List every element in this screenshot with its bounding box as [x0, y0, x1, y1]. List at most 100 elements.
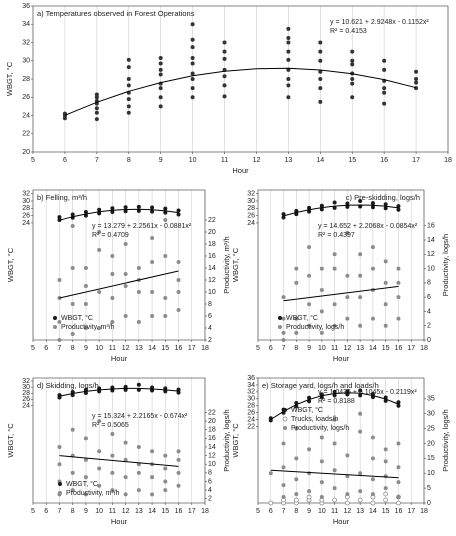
point [57, 462, 62, 467]
point [370, 435, 375, 440]
legend-label: WBGT, °C [286, 314, 318, 322]
panel-title: a) Temperatures observed in Forest Opera… [37, 9, 195, 18]
point [163, 254, 168, 258]
point [163, 210, 168, 215]
x-tick-label: 9 [307, 345, 311, 352]
point [332, 266, 337, 271]
y-tick-label: 30 [247, 396, 255, 403]
point [70, 427, 75, 432]
x-tick-label: 7 [58, 345, 62, 352]
x-tick-label: 6 [44, 345, 48, 352]
point [293, 497, 299, 503]
legend-label: WBGT, °C [66, 480, 98, 488]
point [319, 495, 324, 500]
point [382, 58, 387, 63]
x-tick-label: 14 [369, 345, 377, 352]
point [382, 67, 387, 72]
x-tick-label: 14 [148, 345, 156, 352]
x-tick-label: 15 [348, 157, 356, 164]
point [70, 470, 75, 475]
y-tick-label: 24 [22, 112, 30, 119]
point [126, 83, 131, 88]
point [83, 266, 88, 270]
y2-tick-label: 12 [208, 277, 216, 284]
point [158, 86, 163, 91]
point [318, 40, 323, 45]
x-tick-label: 13 [284, 157, 292, 164]
point [150, 290, 155, 294]
point [396, 495, 401, 500]
y2-tick-label: 8 [208, 470, 212, 477]
x-tick-label: 11 [109, 345, 116, 352]
point [350, 62, 355, 67]
point [222, 49, 227, 54]
point [383, 206, 388, 211]
point [163, 206, 168, 211]
y-tick-label: 26 [22, 94, 30, 101]
point [307, 245, 312, 250]
x-tick-label: 18 [201, 345, 209, 352]
point [345, 295, 350, 300]
point [158, 72, 163, 77]
x-tick-label: 18 [420, 345, 428, 352]
point [190, 86, 195, 91]
x-tick-label: 17 [188, 345, 196, 352]
point [358, 411, 363, 416]
y2-tick-label: 10 [208, 289, 216, 296]
y2-tick-label: 22 [208, 217, 216, 224]
point [110, 385, 115, 390]
point [286, 83, 291, 88]
point [150, 449, 155, 454]
x-tick-label: 18 [444, 157, 452, 164]
point [358, 489, 363, 494]
point [70, 266, 75, 270]
y2-axis-title: Productivity, logs/h [222, 409, 231, 471]
legend-marker [278, 325, 282, 329]
point [306, 494, 312, 500]
point [358, 252, 363, 257]
x-tick-label: 5 [31, 508, 35, 515]
point [286, 77, 291, 81]
point [57, 278, 62, 282]
plot-frame [32, 189, 206, 341]
point [70, 224, 75, 228]
x-tick-label: 10 [318, 345, 326, 352]
x-tick-label: 7 [282, 345, 286, 352]
x-tick-label: 13 [356, 508, 364, 515]
point [123, 242, 128, 246]
x-tick-label: 5 [31, 157, 35, 164]
point [294, 280, 299, 285]
y2-tick-label: 14 [427, 237, 435, 244]
point [222, 40, 227, 45]
point [123, 492, 128, 497]
x-tick-label: 10 [318, 508, 326, 515]
point [136, 204, 141, 209]
y2-tick-label: 25 [427, 425, 435, 432]
point [350, 81, 355, 86]
point [370, 456, 375, 461]
y2-tick-label: 35 [427, 396, 435, 403]
point [222, 94, 227, 99]
point [370, 201, 375, 206]
y2-tick-label: 6 [427, 294, 431, 301]
x-tick-label: 12 [122, 345, 130, 352]
point [57, 320, 62, 324]
point [268, 471, 273, 476]
point [136, 266, 141, 270]
point [176, 260, 181, 264]
point [294, 426, 299, 431]
r-squared: R² = 0.4153 [330, 28, 367, 35]
point [123, 272, 128, 276]
r-squared: R² = 0.4709 [92, 232, 129, 239]
trend-line [59, 270, 179, 299]
point [350, 49, 355, 54]
point [110, 272, 115, 276]
point [382, 90, 387, 95]
point [123, 384, 128, 389]
point [350, 77, 355, 81]
point [396, 441, 401, 446]
point [332, 393, 337, 398]
point [190, 37, 195, 42]
x-tick-label: 9 [84, 508, 88, 515]
x-tick-label: 12 [253, 157, 261, 164]
